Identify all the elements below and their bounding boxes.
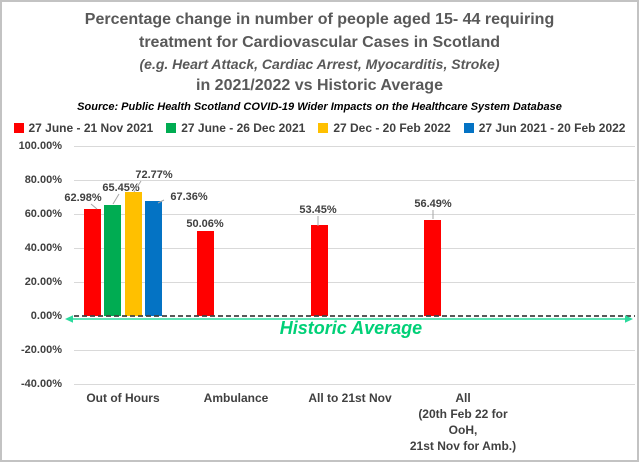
chart-source-line: Source: Public Health Scotland COVID-19 … [77,101,562,113]
chart-legend: 27 June - 21 Nov 2021 27 June - 26 Dec 20… [2,121,637,135]
bar-value-label: 72.77% [135,169,173,181]
gridline [74,350,635,351]
legend-swatch-icon [166,123,177,133]
bar-value-label: 56.49% [414,198,452,210]
bar-value-label: 53.45% [299,204,337,216]
gridline [74,282,635,283]
legend-item: 27 Jun 2021 - 20 Feb 2022 [463,121,626,135]
x-axis-category-label: All to 21st Nov [308,391,392,405]
legend-swatch-icon [463,123,474,133]
bar-value-label: 62.98% [64,192,102,204]
x-axis-category-label: Ambulance [203,391,269,405]
legend-swatch-icon [13,123,24,133]
bar-27-june---21-nov-2021-ambulance [196,230,214,316]
y-axis-tick-label: 20.00% [24,276,62,288]
y-axis-tick-label: 0.00% [30,310,62,322]
y-axis-tick-label: -40.00% [21,378,62,390]
chart-title-line-3: (e.g. Heart Attack, Cardiac Arrest, Myoc… [139,56,500,72]
legend-item-label: 27 June - 26 Dec 2021 [181,121,306,135]
historic-average-label: Historic Average [279,318,423,338]
x-axis-category-label: All (20th Feb 22 for OoH, 21st Nov for Amb.… [409,391,517,453]
bar-value-label: 50.06% [186,218,224,230]
legend-item-label: 27 June - 21 Nov 2021 [28,121,154,135]
y-axis-tick-label: 80.00% [24,174,62,186]
chart-title-line-4: in 2021/2022 vs Historic Average [196,77,443,94]
chart-title-line-1: Percentage change in number of people ag… [84,11,555,28]
gridline [74,180,635,181]
x-axis-category-label: Out of Hours [86,391,160,405]
y-axis-tick-label: 60.00% [24,208,62,220]
y-axis-tick-label: -20.00% [21,344,62,356]
bar-27-june---21-nov-2021-out-of-hours [83,208,101,316]
bar-27-dec---20-feb-2022-out-of-hours [124,192,142,316]
y-axis-tick-label: 40.00% [24,242,62,254]
gridline [74,146,635,147]
bar-value-label: 65.45% [102,182,140,194]
arrowhead-icon [625,315,633,323]
gridline [74,214,635,215]
chart-title-line-2: treatment for Cardiovascular Cases in Sc… [139,34,500,51]
legend-item: 27 June - 21 Nov 2021 [13,121,154,135]
legend-item: 27 June - 26 Dec 2021 [166,121,305,135]
bar-27-june---21-nov-2021-all-to-21st-nov [310,225,328,316]
y-axis-tick-label: 100.00% [18,140,62,152]
legend-item-label: 27 Jun 2021 - 20 Feb 2022 [478,121,626,135]
gridline [74,248,635,249]
label-leader-line [112,193,120,205]
bar-value-label: 67.36% [170,191,208,203]
legend-swatch-icon [318,123,329,133]
gridline [74,384,635,385]
chart-title-block: Percentage change in number of people ag… [2,8,637,115]
bar-27-june---21-nov-2021-all-(20th-feb-22-for [423,219,441,316]
bar-27-jun-2021---20-feb-2022-out-of-hours [145,201,163,316]
bar-27-june---26-dec-2021-out-of-hours [104,204,122,316]
legend-item: 27 Dec - 20 Feb 2022 [318,121,451,135]
legend-item-label: 27 Dec - 20 Feb 2022 [333,121,451,135]
arrowhead-icon [65,315,73,323]
